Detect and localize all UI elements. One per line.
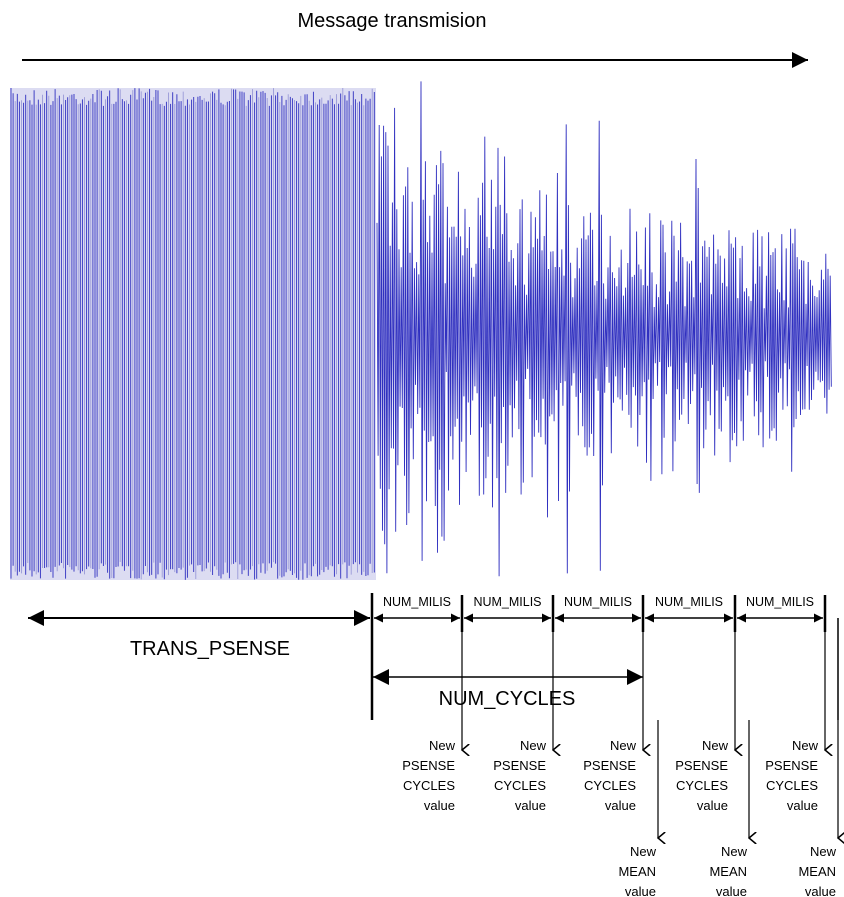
burst-lines — [10, 88, 375, 580]
psense-note-text: CYCLES — [766, 778, 818, 793]
mean-note-text: New — [630, 844, 657, 859]
psense-note-text: value — [605, 798, 636, 813]
mean-notes: New MEAN value New MEAN value New MEAN value — [618, 720, 838, 897]
mean-note-text: value — [625, 884, 656, 897]
psense-note-text: New — [792, 738, 819, 753]
num-milis-label: NUM_MILIS — [473, 595, 541, 609]
psense-note-text: New — [702, 738, 729, 753]
psense-note-text: PSENSE — [765, 758, 818, 773]
psense-note-text: CYCLES — [676, 778, 728, 793]
num-milis-label: NUM_MILIS — [655, 595, 723, 609]
trans-psense-label: TRANS_PSENSE — [130, 638, 290, 660]
tail-lines — [376, 81, 832, 577]
psense-note-text: value — [424, 798, 455, 813]
num-milis-intervals: NUM_MILIS NUM_MILIS NUM_MILIS NUM_MILIS NUM_… — [374, 595, 823, 623]
dense-burst-background — [10, 88, 376, 580]
mean-note-text: MEAN — [798, 864, 836, 879]
psense-note-text: New — [610, 738, 637, 753]
mean-note-text: New — [721, 844, 748, 859]
psense-note-text: PSENSE — [402, 758, 455, 773]
psense-note-text: value — [515, 798, 546, 813]
psense-note-text: CYCLES — [403, 778, 455, 793]
mean-note-text: value — [805, 884, 836, 897]
num-milis-label: NUM_MILIS — [383, 595, 451, 609]
psense-note-text: New — [520, 738, 547, 753]
psense-note-text: CYCLES — [584, 778, 636, 793]
psense-note-text: PSENSE — [675, 758, 728, 773]
num-cycles-label: NUM_CYCLES — [439, 688, 576, 710]
psense-note-text: value — [787, 798, 818, 813]
diagram-title: Message transmision — [298, 10, 487, 32]
signal-waveform — [10, 81, 832, 580]
mean-note-text: New — [810, 844, 837, 859]
num-milis-label: NUM_MILIS — [746, 595, 814, 609]
mean-note-text: MEAN — [709, 864, 747, 879]
psense-note-text: New — [429, 738, 456, 753]
mean-note-text: value — [716, 884, 747, 897]
num-milis-label: NUM_MILIS — [564, 595, 632, 609]
psense-cycles-notes: New PSENSE CYCLES value New PSENSE CYCLES value… — [402, 632, 825, 813]
psense-note-text: value — [697, 798, 728, 813]
psense-note-text: PSENSE — [583, 758, 636, 773]
interval-ticks — [460, 595, 839, 720]
mean-note-text: MEAN — [618, 864, 656, 879]
psense-note-text: PSENSE — [493, 758, 546, 773]
psense-note-text: CYCLES — [494, 778, 546, 793]
